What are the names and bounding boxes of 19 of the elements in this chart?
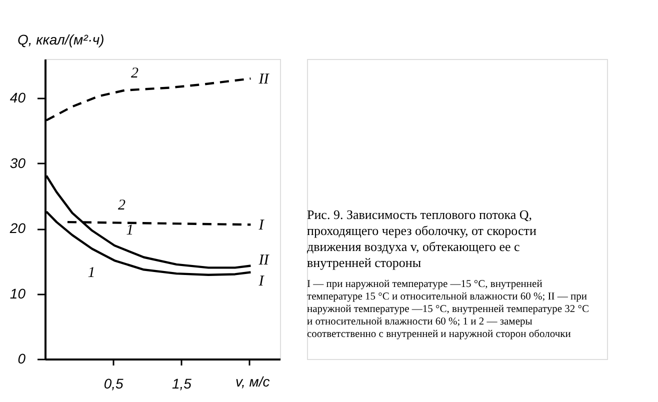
annotation: 1	[88, 265, 96, 281]
annotation: 2	[130, 65, 139, 82]
x-tick-label: 1,5	[172, 376, 192, 392]
series-label: II	[258, 252, 270, 269]
y-tick-label: 40	[10, 90, 26, 106]
annotation: 2	[118, 198, 126, 214]
y-axis-title: Q, ккал/(м²·ч)	[18, 32, 104, 48]
text: I — при наружной температуре —15 °C, внутренней температуре 15 °C и относительной влажности 60 %; II — при наружной температуре —15 °C, внутренней температуре 32 °C и относительной влажности 60 %; 1 и 2 — замеры соответственно с внутренней и наружной сторон оболочки	[307, 279, 589, 340]
series-label: II	[258, 72, 270, 88]
annotation: 1	[126, 222, 134, 238]
y-tick-label: 0	[18, 350, 26, 366]
y-tick-label: 30	[10, 154, 26, 171]
text: Рис. 9. Зависимость теплового потока Q, проходящего через оболочку, от скорости движения воздуха v, обтекающего ее с внутренней стороны	[307, 207, 536, 270]
series-label: I	[258, 218, 265, 234]
x-tick-label: 0,5	[104, 376, 124, 392]
series-label: I	[258, 273, 265, 290]
x-axis-title: v, м/с	[236, 374, 270, 390]
y-tick-label: 20	[8, 220, 26, 236]
y-tick-label: 10	[10, 285, 26, 302]
